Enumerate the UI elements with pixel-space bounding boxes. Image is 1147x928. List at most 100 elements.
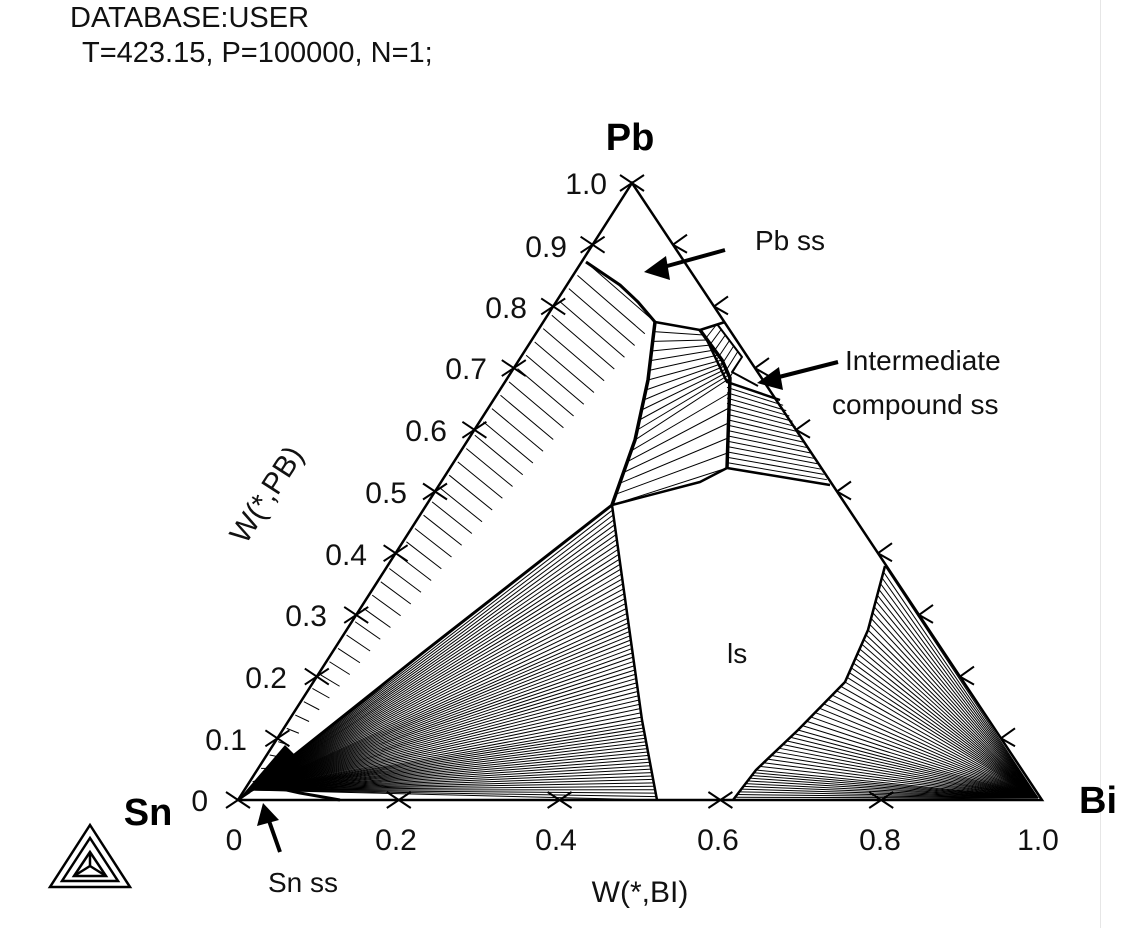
tie-line-sn-liquid [249,626,630,791]
tie-line-pb-liquid [645,362,724,391]
tie-line-sn-pb [542,328,605,382]
tie-line-int-liquid [726,429,809,449]
tie-line-bi-liquid [870,618,1039,799]
left-tick-label: 0.9 [525,231,567,264]
tie-line-bi-liquid [861,643,1039,799]
left-tick-label: 0.3 [285,600,327,633]
annotation-sn-ss: Sn ss [268,867,338,898]
left-tick-label: 1.0 [565,168,607,201]
tie-line-pb-liquid [651,344,712,352]
tie-line-sn-liquid [249,665,635,791]
tie-line-sn-liquid [249,514,614,791]
tie-line-sn-pb [329,661,351,675]
tie-line-sn-liquid [249,778,654,791]
tie-line-sn-liquid [249,741,647,791]
tie-line-pb-liquid [627,407,730,463]
vertex-label-pb: Pb [606,117,655,159]
tie-line-sn-liquid [249,727,644,791]
tie-line-pb-liquid [639,371,728,421]
tie-line-sn-liquid [249,695,639,791]
right-edge-tick [713,295,729,316]
annotation-pb-ss: Pb ss [755,225,825,256]
tie-line-bi-liquid [802,725,1039,799]
left-tick-label: 0.5 [365,477,407,510]
tie-line-sn-pb [303,701,320,711]
tie-line-sn-pb [346,634,371,652]
tie-line-int-liquid [726,397,790,417]
tie-line-bi-liquid [767,758,1039,799]
tie-line-sn-liquid [249,544,618,791]
tie-line-pb-liquid [623,422,729,473]
tie-line-sn-liquid [249,529,616,791]
tie-line-bi-liquid [872,612,1039,799]
tie-line-bi-liquid [848,672,1039,799]
tie-line-bi-liquid [884,565,1039,799]
tie-line-sn-liquid [249,583,624,791]
tie-line-sn-liquid [249,744,647,791]
tie-line-sn-liquid [249,751,649,791]
tie-line-bi-liquid [827,699,1039,799]
tie-line-sn-pb [560,301,625,358]
tie-line-bi-liquid [759,765,1039,799]
tie-line-bi-liquid [763,762,1039,799]
tie-line-sn-liquid [249,754,649,791]
bottom-tick-label: 0.8 [859,824,901,857]
pb-ss-boundary [585,260,657,323]
tie-line-sn-liquid [249,737,646,791]
tie-line-sn-liquid [249,682,637,791]
tie-line-bi-liquid [878,588,1039,799]
tie-line-bi-liquid [883,571,1039,799]
annotation-intermediate-line2: compound ss [832,389,999,420]
tie-line-sn-pb [577,274,646,335]
tie-line-bi-liquid [790,736,1039,799]
bottom-tick-label: 0.6 [697,824,739,857]
tie-line-int-liquid [726,419,802,438]
tie-line-sn-liquid [249,643,632,791]
tie-line-sn-pb [406,541,442,570]
tie-line-pb-liquid [652,339,708,342]
tie-line-sn-liquid [249,630,630,791]
tie-line-bi-liquid [794,733,1039,799]
tie-line-sn-pb [474,434,524,476]
tie-line-sn-pb [312,687,330,699]
tick-marks [225,174,1016,809]
tie-line-bi-liquid [853,662,1039,799]
liquid-right-boundary [732,565,887,801]
tie-line-sn-liquid [249,603,626,791]
tie-line-int-liquid [726,451,821,470]
tie-line-sn-liquid [249,578,623,791]
left-edge-tick [264,729,290,748]
tie-line-sn-liquid [249,678,637,791]
tie-line-bi-liquid [867,629,1039,799]
annotation-liquid: ls [727,638,747,669]
tie-line-sn-liquid [249,588,624,791]
tie-line-pb-liquid [643,365,725,401]
left-edge-tick [304,667,330,686]
tie-line-sn-liquid [249,617,628,791]
tie-line-sn-liquid [249,648,633,791]
tie-line-sn-pb [568,288,635,346]
tie-line-bi-liquid [881,577,1039,799]
tie-line-sn-pb [517,368,574,417]
tie-line-sn-pb [448,474,493,511]
bottom-axis-title: W(*,BI) [592,876,689,909]
tie-line-bi-liquid [879,583,1039,799]
tie-line-int-liquid [726,446,818,465]
tie-line-sn-liquid [249,568,622,791]
right-edge-tick [959,665,975,686]
tie-line-bi-liquid [846,676,1039,799]
tie-line-sn-pb [465,448,513,487]
annotation-arrows [257,248,839,853]
arrow-intermediate [774,360,839,380]
tie-line-pb-liquid [619,437,729,484]
tie-line-sn-liquid [249,724,643,791]
tie-line-int-liquid [726,413,799,433]
tie-line-sn-liquid [249,593,625,791]
tie-line-sn-liquid [249,789,656,794]
tie-line-bi-liquid [876,594,1039,799]
tie-line-int-liquid [726,403,793,422]
right-edge-tick [1000,727,1016,748]
tie-line-sn-liquid [249,563,621,791]
tie-line-sn-pb [440,488,483,523]
left-edge-tick [580,235,606,254]
